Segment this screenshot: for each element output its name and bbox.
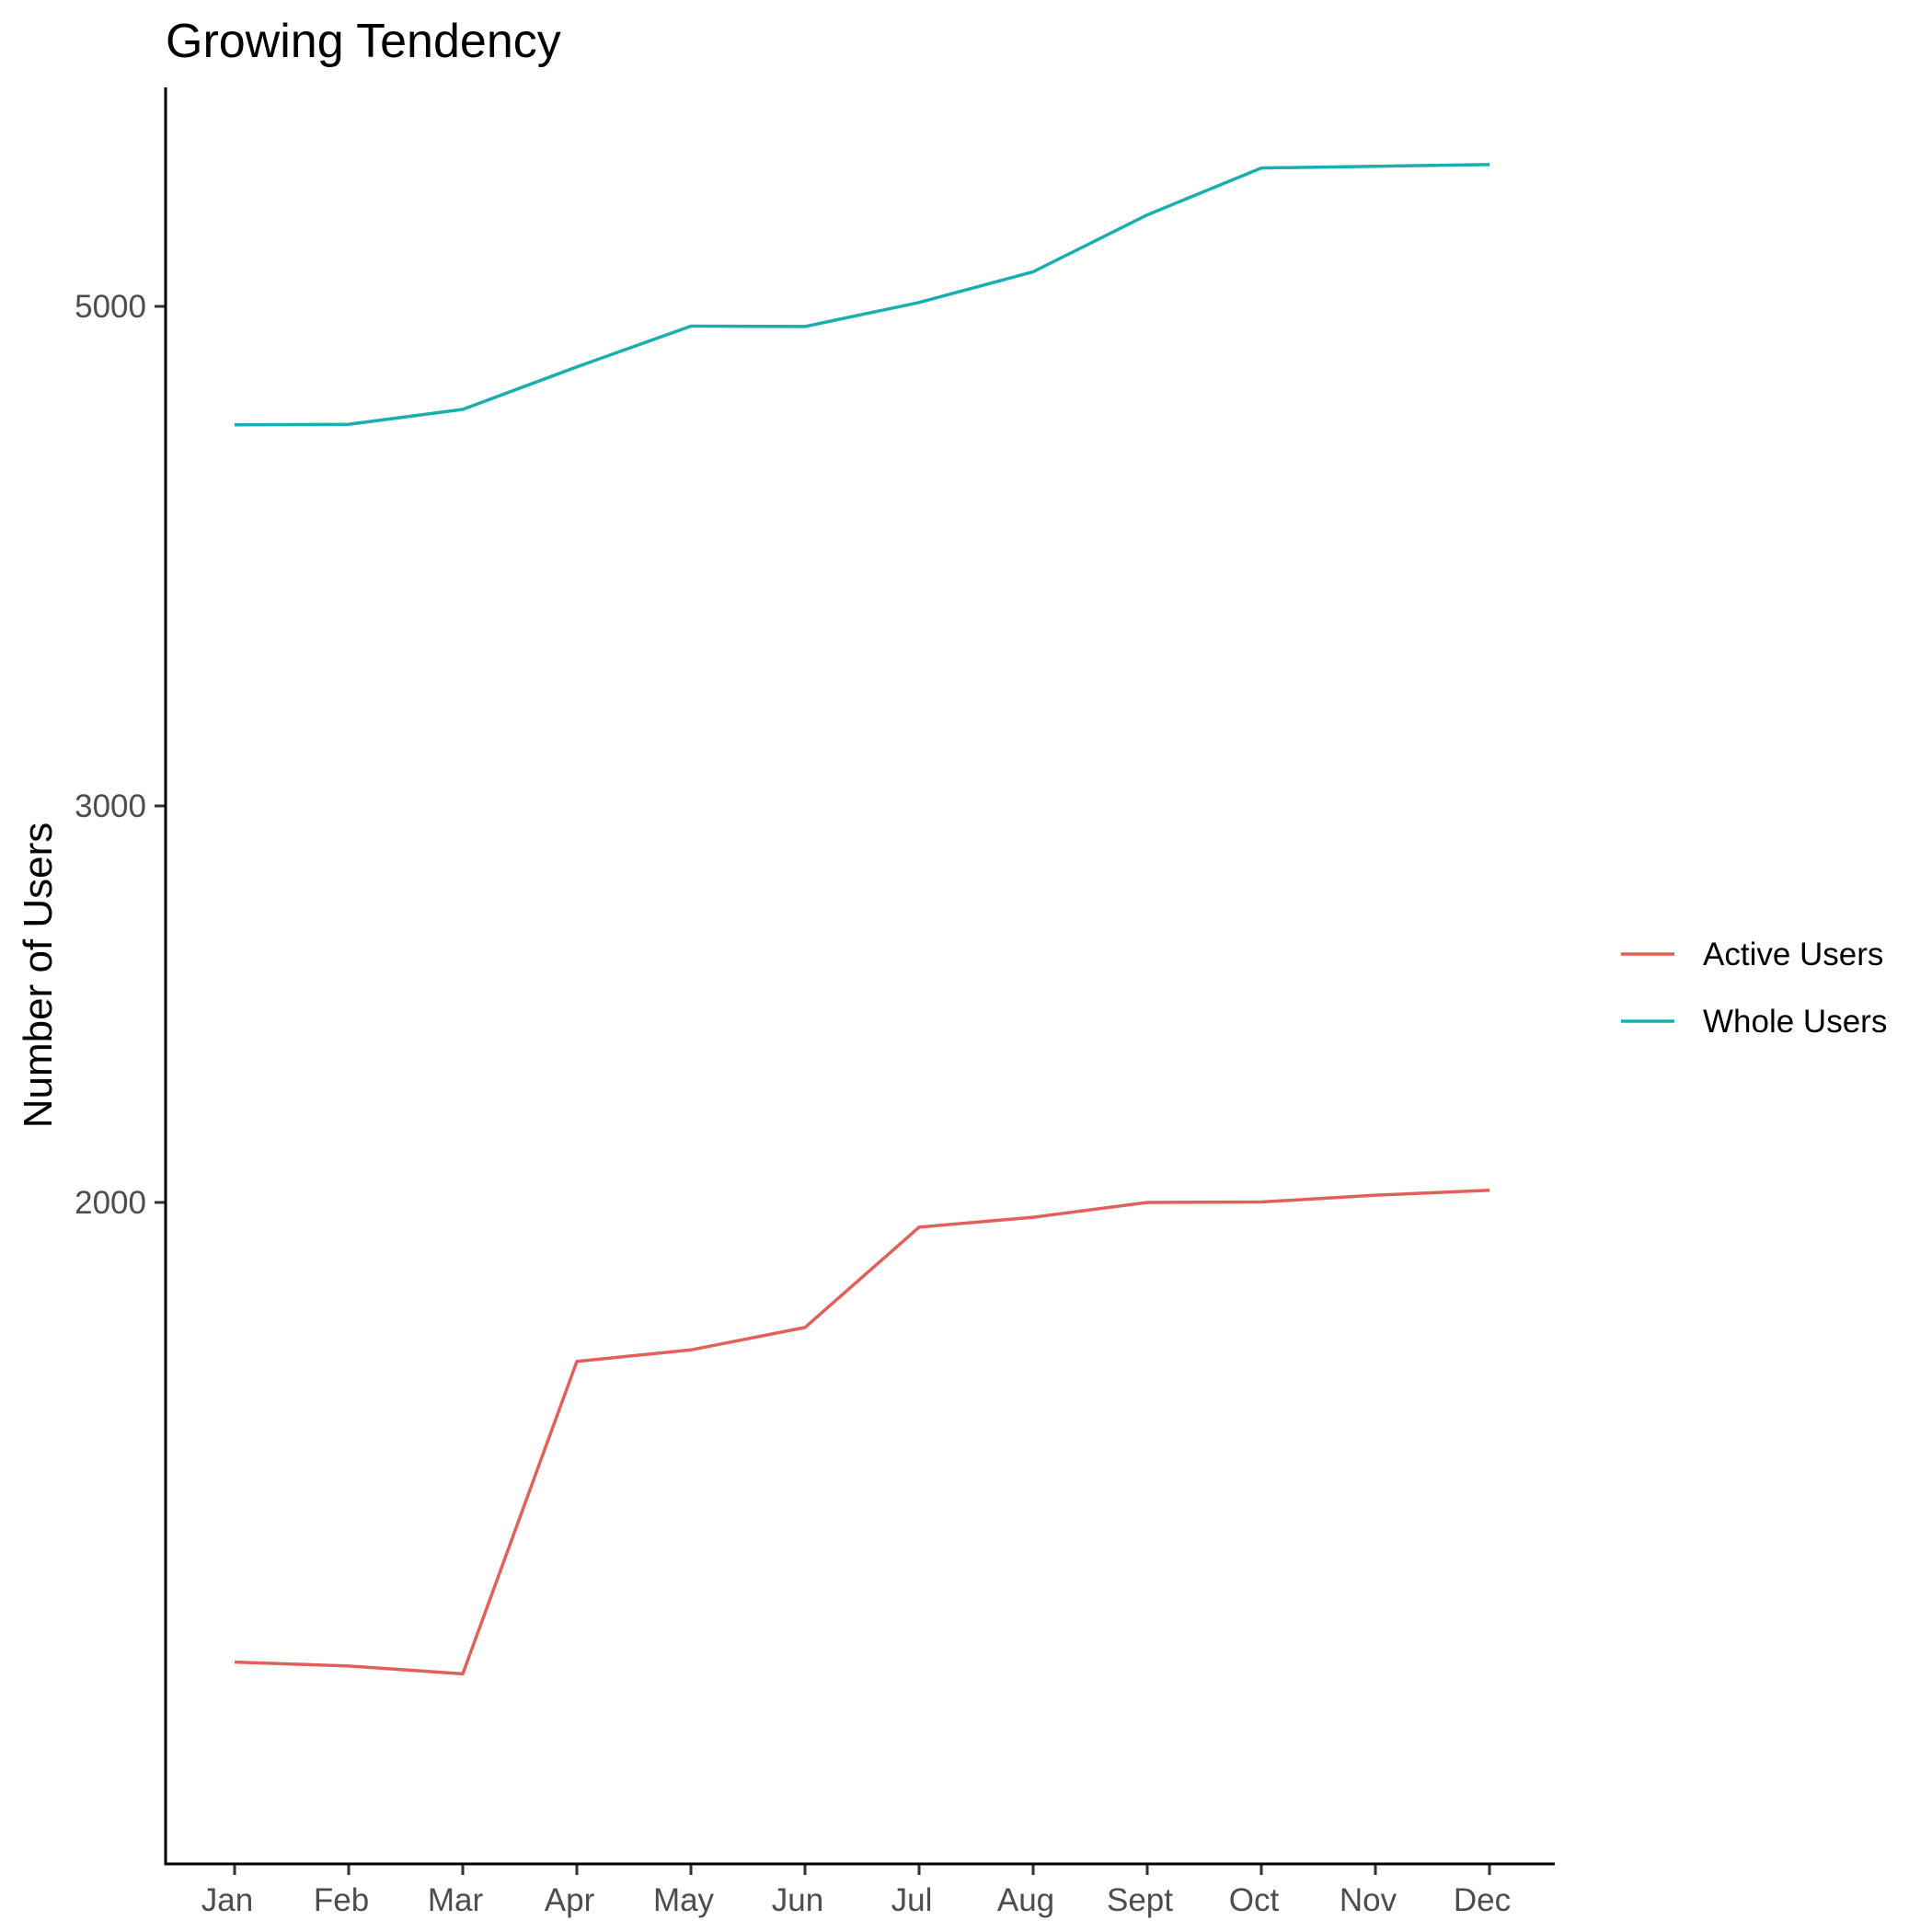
x-tick-label-sept: Sept xyxy=(1107,1882,1173,1918)
series-line-active-users xyxy=(234,1189,1490,1676)
series-layer xyxy=(234,163,1490,1676)
chart-title: Growing Tendency xyxy=(166,15,561,68)
x-tick-label-jan: Jan xyxy=(201,1882,253,1918)
x-tick-label-apr: Apr xyxy=(545,1882,595,1918)
y-axis-ticks: 2000 3000 5000 xyxy=(75,289,166,1221)
x-tick-label-dec: Dec xyxy=(1454,1882,1511,1918)
y-tick-label-3000: 3000 xyxy=(75,788,146,824)
series-line-whole-users xyxy=(234,163,1490,427)
y-tick-label-2000: 2000 xyxy=(75,1185,146,1221)
legend-label-whole-users: Whole Users xyxy=(1703,1004,1887,1040)
x-tick-label-oct: Oct xyxy=(1229,1882,1280,1918)
x-tick-label-nov: Nov xyxy=(1340,1882,1397,1918)
y-axis-title: Number of Users xyxy=(16,822,61,1129)
legend-label-active-users: Active Users xyxy=(1703,937,1883,972)
x-tick-label-may: May xyxy=(653,1882,715,1918)
x-tick-label-aug: Aug xyxy=(997,1882,1054,1918)
x-axis-ticks: Jan Feb Mar Apr May Jun Jul Aug Sept Oct Nov Dec xyxy=(201,1864,1511,1918)
x-tick-label-mar: Mar xyxy=(428,1882,484,1918)
x-tick-label-jul: Jul xyxy=(891,1882,933,1918)
x-tick-label-feb: Feb xyxy=(314,1882,369,1918)
y-tick-label-5000: 5000 xyxy=(75,289,146,325)
x-tick-label-jun: Jun xyxy=(772,1882,823,1918)
legend: Active Users Whole Users xyxy=(1621,937,1887,1040)
